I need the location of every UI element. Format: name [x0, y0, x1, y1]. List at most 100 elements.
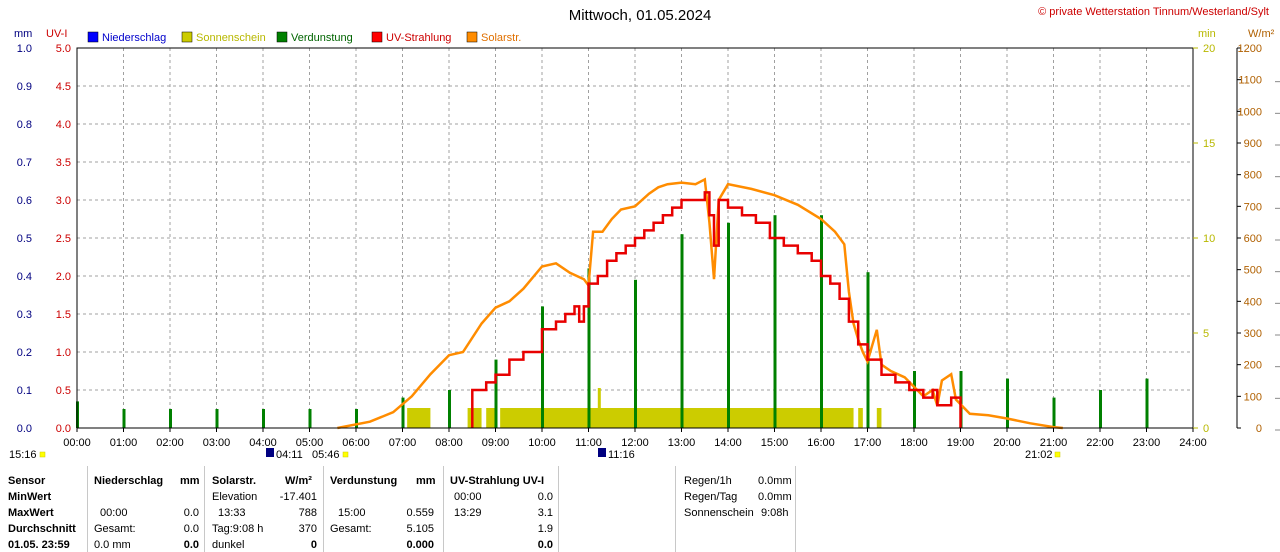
copyright-note: © private Wetterstation Tinnum/Westerlan… [1038, 6, 1269, 18]
sunshine-bar [597, 388, 601, 428]
max-uv-value: 3.1 [537, 507, 553, 519]
header-uv: UV-Strahlung UV-I [450, 475, 545, 487]
wm2-axis-label: W/m² [1248, 28, 1275, 40]
y-tick-mm: 0.5 [17, 233, 32, 245]
current-rain-time: 0.0 mm [94, 539, 131, 551]
min-uv-value: 0.0 [537, 491, 553, 503]
current-solar-value: 0 [310, 539, 317, 551]
y-axis-labels: 0.0 0.1 0.2 0.3 0.4 0.5 0.6 0.7 0.8 0.9 1.0 0.0 0.5 1… [17, 43, 1280, 435]
y-tick-uvi: 2.5 [56, 233, 71, 245]
x-tick-label: 10:00 [528, 437, 556, 449]
summary-sunshine-value: 9:08h [761, 507, 789, 519]
evaporation-bar [1099, 390, 1102, 428]
y-tick-uvi: 3.5 [56, 157, 71, 169]
legend-label-rain: Niederschlag [102, 32, 166, 44]
min-axis-label: min [1198, 28, 1216, 40]
y-tick-uvi: 1.5 [56, 309, 71, 321]
row-label-min: MinWert [8, 491, 52, 503]
row-label-current: 01.05. 23:59 [8, 539, 70, 551]
max-evap-value: 0.559 [406, 507, 434, 519]
avg-solar-value: 370 [298, 523, 317, 535]
evaporation-bar [634, 279, 637, 428]
x-tick-label: 19:00 [947, 437, 975, 449]
marker-left-time: 15:16 [9, 449, 37, 461]
uv-index-line [471, 191, 962, 428]
y-tick-wm2: 800 [1244, 170, 1262, 182]
y-tick-uvi: 5.0 [56, 43, 71, 55]
max-evap-time: 15:00 [338, 507, 366, 519]
legend-swatch-solar [466, 31, 478, 43]
dawn-marker-icon [266, 448, 274, 457]
x-tick-label: 17:00 [854, 437, 882, 449]
y-tick-wm2: 0 [1256, 423, 1262, 435]
y-tick-wm2: 1000 [1238, 106, 1262, 118]
legend-swatch-uv [371, 31, 383, 43]
marker-sunset-time: 21:02 [1025, 449, 1053, 461]
x-tick-label: 15:00 [761, 437, 789, 449]
y-tick-min: 15 [1203, 138, 1215, 150]
x-tick-label: 03:00 [203, 437, 231, 449]
legend-label-evap: Verdunstung [291, 32, 353, 44]
evaporation-bar [541, 306, 544, 428]
y-tick-uvi: 4.0 [56, 119, 71, 131]
y-tick-uvi: 4.5 [56, 81, 71, 93]
x-tick-label: 20:00 [993, 437, 1021, 449]
evaporation-bar [913, 371, 916, 428]
evaporation-bar [1006, 378, 1009, 428]
x-tick-label: 21:00 [1040, 437, 1068, 449]
max-rain-value: 0.0 [183, 507, 199, 519]
evaporation-bar [680, 234, 684, 428]
x-tick-label: 05:00 [296, 437, 324, 449]
current-rain-value: 0.0 [183, 539, 199, 551]
evaporation-bar [1052, 397, 1056, 428]
max-solar-value: 788 [298, 507, 317, 519]
x-tick-label: 22:00 [1086, 437, 1114, 449]
marker-dawn-time: 04:11 [276, 449, 303, 461]
uvi-axis-label: UV-I [46, 28, 67, 40]
evaporation-bar [169, 409, 172, 428]
y-tick-wm2: 700 [1244, 201, 1262, 213]
avg-rain-value: 0.0 [183, 523, 199, 535]
header-sensor: Sensor [8, 475, 46, 487]
avg-solar-time: Tag:9:08 h [212, 523, 264, 535]
x-tick-label: 02:00 [156, 437, 184, 449]
header-evap-unit: mm [416, 475, 436, 487]
legend-swatch-rain [87, 31, 99, 43]
evaporation-bar [1145, 378, 1149, 428]
y-tick-wm2: 600 [1244, 233, 1262, 245]
current-solar-time: dunkel [212, 539, 245, 551]
y-tick-wm2: 1200 [1238, 43, 1262, 55]
sunshine-bar [858, 408, 863, 428]
sun-icon [39, 451, 46, 458]
avg-evap-time: Gesamt: [330, 523, 372, 535]
x-tick-label: 11:00 [575, 437, 602, 449]
noon-marker-icon [598, 448, 606, 457]
sunset-icon [1054, 451, 1061, 458]
summary-sunshine-label: Sonnenschein [684, 507, 754, 519]
avg-evap-value: 5.105 [406, 523, 434, 535]
min-solar-value: -17.401 [279, 491, 317, 503]
evaporation-bar [355, 409, 358, 428]
y-tick-mm: 0.9 [17, 81, 32, 93]
row-label-avg: Durchschnitt [8, 523, 76, 535]
legend-swatch-evap [276, 31, 288, 43]
evaporation-bar [215, 409, 219, 428]
x-tick-label: 12:00 [621, 437, 649, 449]
y-tick-wm2: 500 [1244, 265, 1262, 277]
evaporation-bar [820, 215, 823, 428]
y-tick-wm2: 100 [1244, 391, 1262, 403]
legend-label-uv: UV-Strahlung [386, 32, 451, 44]
evaporation-bars [76, 215, 1149, 428]
y-tick-mm: 0.8 [17, 119, 32, 131]
marker-sunrise-time: 05:46 [312, 449, 340, 461]
summary-rain-hour-value: 0.0mm [758, 475, 792, 487]
y-tick-mm: 0.1 [17, 385, 32, 397]
header-solar: Solarstr. [212, 475, 257, 487]
x-tick-label: 18:00 [900, 437, 928, 449]
sunshine-bar [486, 408, 496, 428]
sun-markers: 15:16 04:11 05:46 11:16 21:02 [9, 448, 1061, 461]
x-tick-label: 23:00 [1133, 437, 1161, 449]
y-tick-min: 0 [1203, 423, 1209, 435]
y-tick-mm: 0.7 [17, 157, 32, 169]
x-tick-label: 07:00 [389, 437, 417, 449]
